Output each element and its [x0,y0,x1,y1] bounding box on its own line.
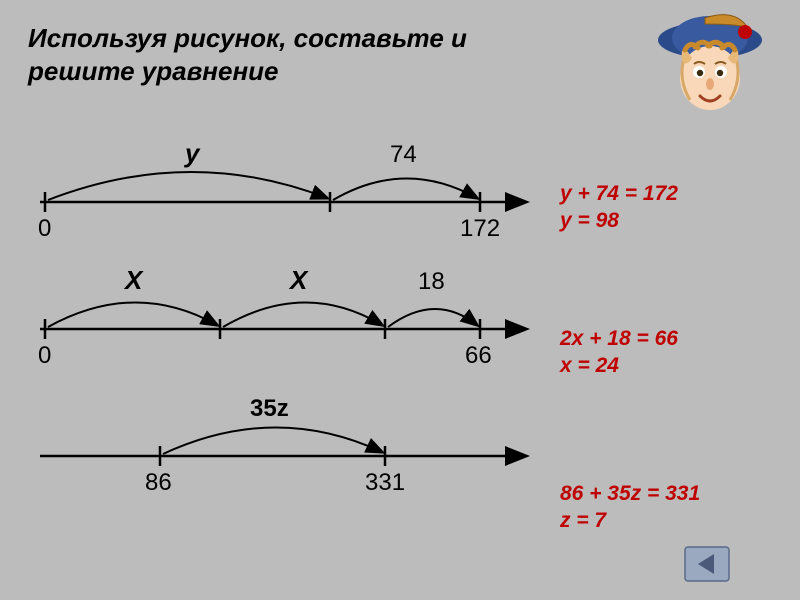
solution-3: 86 + 35z = 331 z = 7 [560,480,700,535]
solution-2-eq: 2x + 18 = 66 [560,325,678,352]
page-title: Используя рисунок, составьте и решите ур… [28,22,508,87]
diag2-arc3-label: 18 [418,268,445,295]
diagram-2: X X 18 0 66 [30,267,530,372]
solution-2: 2x + 18 = 66 x = 24 [560,325,678,380]
diagrams-area: y 74 0 172 X X 18 0 66 [30,140,530,521]
diagram-1: y 74 0 172 [30,140,530,245]
diag1-arc1-label: y [183,140,201,168]
diag1-arc2-label: 74 [390,141,417,168]
diag2-end-label: 66 [465,342,492,369]
diag2-arc1-label: X [123,267,144,295]
diag3-arc1-label: 35z [250,395,289,422]
diag3-end-label: 331 [365,469,405,496]
diag1-start-label: 0 [38,215,51,242]
diag2-arc2-label: X [288,267,309,295]
solution-1: y + 74 = 172 y = 98 [560,180,678,235]
solution-3-ans: z = 7 [560,507,700,534]
diagram-3: 35z 86 331 [30,394,530,499]
solution-1-ans: y = 98 [560,207,678,234]
diag2-start-label: 0 [38,342,51,369]
mascot-image [650,10,770,120]
back-button[interactable] [684,546,730,582]
diag1-end-label: 172 [460,215,500,242]
solution-3-eq: 86 + 35z = 331 [560,480,700,507]
diag3-start-label: 86 [145,469,172,496]
solution-2-ans: x = 24 [560,352,678,379]
solution-1-eq: y + 74 = 172 [560,180,678,207]
